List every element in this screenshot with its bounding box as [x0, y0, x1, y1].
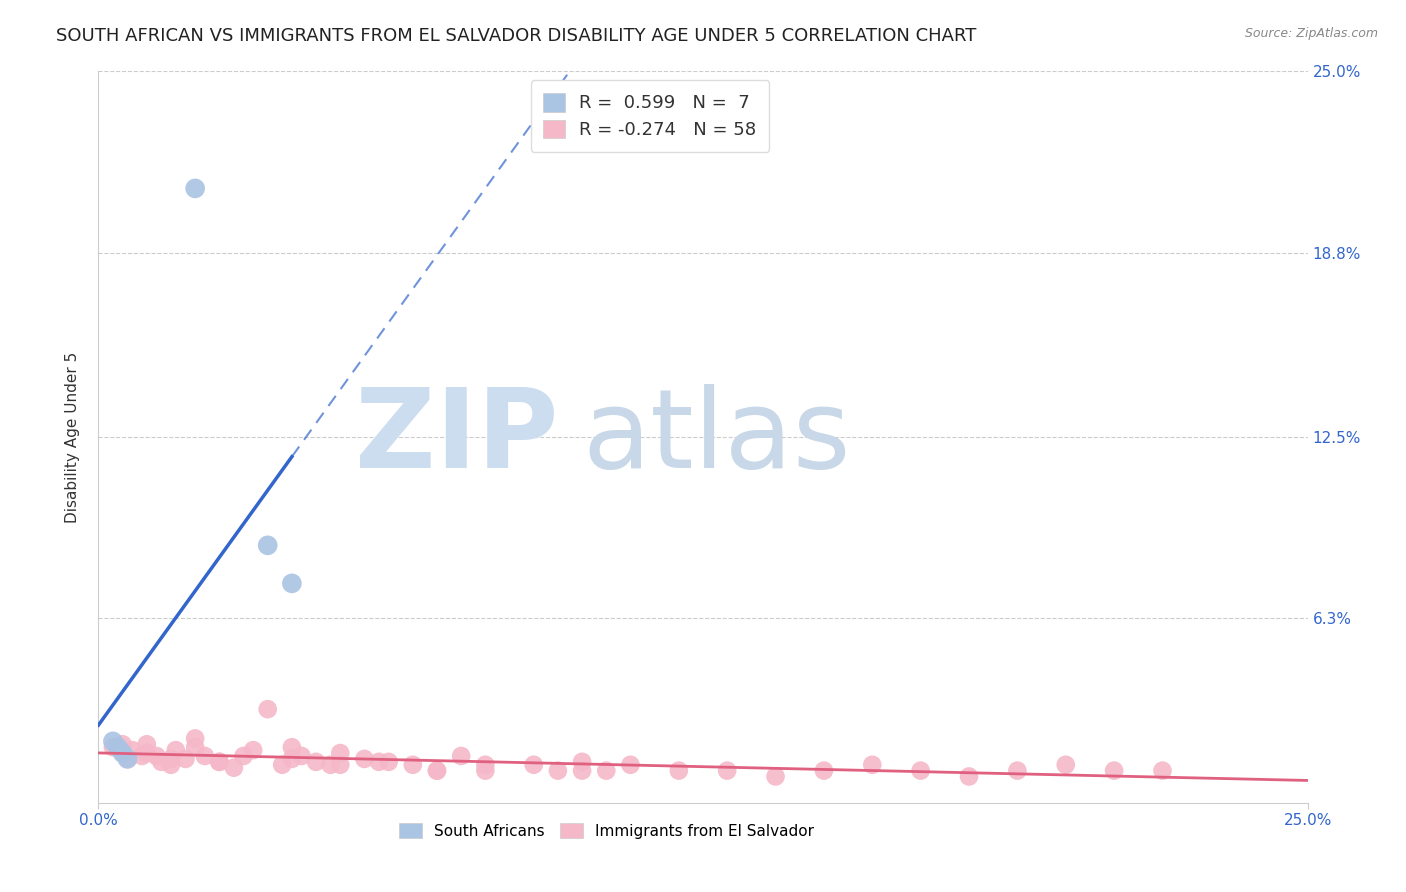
Point: [281, 740, 304, 755]
Point: [571, 755, 593, 769]
Point: [1054, 757, 1077, 772]
Point: [117, 752, 139, 766]
Point: [256, 702, 278, 716]
Point: [281, 576, 304, 591]
Point: [165, 743, 187, 757]
Point: [402, 757, 425, 772]
Point: [131, 749, 153, 764]
Point: [281, 752, 304, 766]
Point: [716, 764, 738, 778]
Point: [450, 749, 472, 764]
Point: [571, 764, 593, 778]
Point: [135, 737, 157, 751]
Legend: South Africans, Immigrants from El Salvador: South Africans, Immigrants from El Salva…: [391, 815, 821, 847]
Point: [765, 769, 787, 783]
Point: [426, 764, 449, 778]
Point: [377, 755, 399, 769]
Point: [271, 757, 294, 772]
Point: [208, 755, 231, 769]
Point: [101, 740, 124, 755]
Point: [184, 731, 207, 746]
Point: [368, 755, 391, 769]
Point: [329, 746, 352, 760]
Point: [150, 755, 173, 769]
Y-axis label: Disability Age Under 5: Disability Age Under 5: [65, 351, 80, 523]
Point: [474, 757, 496, 772]
Point: [184, 740, 207, 755]
Point: [426, 764, 449, 778]
Point: [523, 757, 546, 772]
Point: [184, 181, 207, 195]
Point: [474, 764, 496, 778]
Point: [111, 737, 134, 751]
Point: [101, 734, 124, 748]
Point: [174, 752, 197, 766]
Point: [160, 757, 183, 772]
Text: atlas: atlas: [582, 384, 851, 491]
Point: [668, 764, 690, 778]
Point: [319, 757, 342, 772]
Point: [290, 749, 312, 764]
Point: [111, 746, 134, 760]
Point: [232, 749, 254, 764]
Point: [160, 752, 183, 766]
Text: ZIP: ZIP: [354, 384, 558, 491]
Point: [242, 743, 264, 757]
Point: [813, 764, 835, 778]
Point: [256, 538, 278, 552]
Point: [353, 752, 375, 766]
Point: [1102, 764, 1125, 778]
Point: [595, 764, 617, 778]
Point: [957, 769, 980, 783]
Point: [111, 746, 134, 760]
Point: [145, 749, 167, 764]
Point: [305, 755, 328, 769]
Text: SOUTH AFRICAN VS IMMIGRANTS FROM EL SALVADOR DISABILITY AGE UNDER 5 CORRELATION : SOUTH AFRICAN VS IMMIGRANTS FROM EL SALV…: [56, 27, 977, 45]
Point: [1007, 764, 1029, 778]
Point: [619, 757, 641, 772]
Point: [222, 761, 245, 775]
Point: [135, 746, 157, 760]
Point: [329, 757, 352, 772]
Point: [860, 757, 883, 772]
Text: Source: ZipAtlas.com: Source: ZipAtlas.com: [1244, 27, 1378, 40]
Point: [121, 743, 143, 757]
Point: [208, 755, 231, 769]
Point: [194, 749, 217, 764]
Point: [1152, 764, 1174, 778]
Point: [117, 752, 139, 766]
Point: [910, 764, 932, 778]
Point: [107, 740, 129, 755]
Point: [547, 764, 569, 778]
